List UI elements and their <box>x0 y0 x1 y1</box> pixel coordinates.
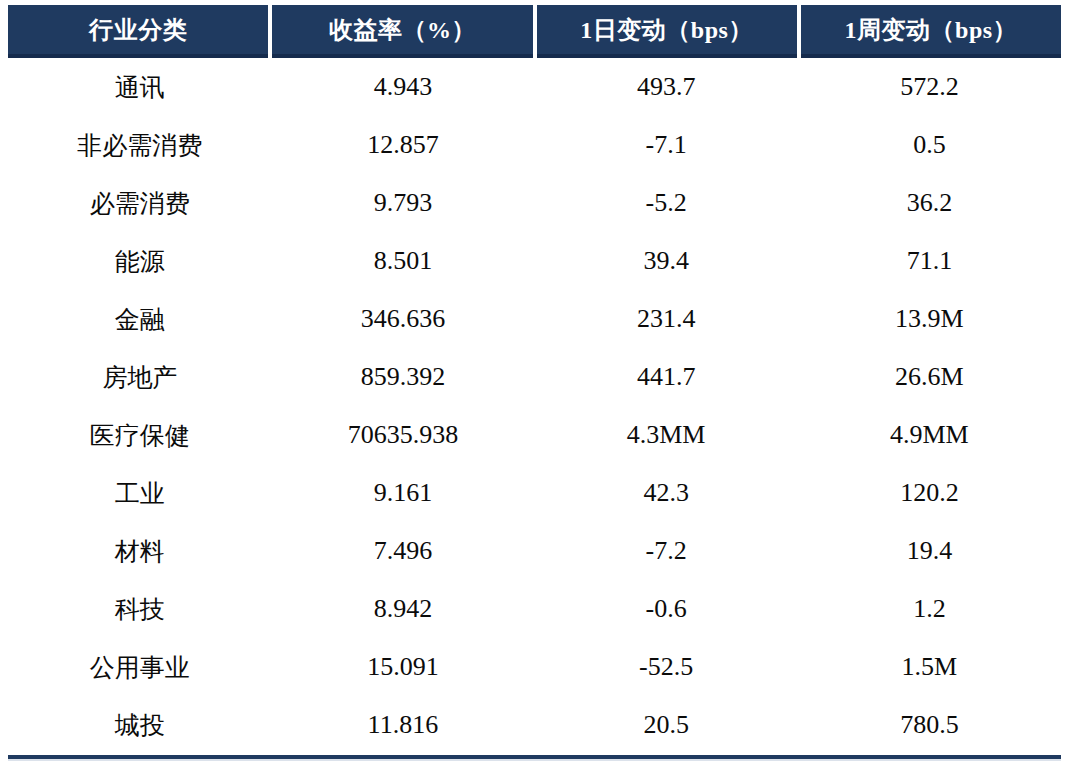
table-row: 能源 8.501 39.4 71.1 <box>8 232 1061 290</box>
cell-1w-change: 13.9M <box>798 290 1061 348</box>
cell-1w-change: 26.6M <box>798 348 1061 406</box>
cell-industry: 城投 <box>8 696 271 754</box>
cell-yield: 11.816 <box>271 696 534 754</box>
column-header-1d-change: 1日变动（bps） <box>537 5 797 58</box>
cell-yield: 9.161 <box>271 464 534 522</box>
cell-1d-change: 20.5 <box>535 696 798 754</box>
cell-industry: 非必需消费 <box>8 116 271 174</box>
cell-yield: 8.942 <box>271 580 534 638</box>
cell-yield: 70635.938 <box>271 406 534 464</box>
cell-1w-change: 71.1 <box>798 232 1061 290</box>
cell-industry: 能源 <box>8 232 271 290</box>
cell-1d-change: -0.6 <box>535 580 798 638</box>
table-row: 材料 7.496 -7.2 19.4 <box>8 522 1061 580</box>
table-header-row: 行业分类 收益率（%） 1日变动（bps） 1周变动（bps） <box>8 5 1061 58</box>
cell-yield: 7.496 <box>271 522 534 580</box>
table-row: 科技 8.942 -0.6 1.2 <box>8 580 1061 638</box>
table-row: 城投 11.816 20.5 780.5 <box>8 696 1061 754</box>
cell-yield: 15.091 <box>271 638 534 696</box>
cell-industry: 必需消费 <box>8 174 271 232</box>
cell-industry: 房地产 <box>8 348 271 406</box>
cell-1d-change: -5.2 <box>535 174 798 232</box>
table-row: 工业 9.161 42.3 120.2 <box>8 464 1061 522</box>
table-row: 必需消费 9.793 -5.2 36.2 <box>8 174 1061 232</box>
table-row: 非必需消费 12.857 -7.1 0.5 <box>8 116 1061 174</box>
cell-1w-change: 120.2 <box>798 464 1061 522</box>
cell-1d-change: 42.3 <box>535 464 798 522</box>
table-row: 公用事业 15.091 -52.5 1.5M <box>8 638 1061 696</box>
cell-yield: 9.793 <box>271 174 534 232</box>
cell-1w-change: 780.5 <box>798 696 1061 754</box>
cell-industry: 公用事业 <box>8 638 271 696</box>
cell-yield: 4.943 <box>271 58 534 116</box>
cell-yield: 859.392 <box>271 348 534 406</box>
table-bottom-shadow <box>8 759 1061 761</box>
cell-1w-change: 36.2 <box>798 174 1061 232</box>
cell-1w-change: 572.2 <box>798 58 1061 116</box>
cell-1d-change: -52.5 <box>535 638 798 696</box>
table-row: 金融 346.636 231.4 13.9M <box>8 290 1061 348</box>
cell-1d-change: 493.7 <box>535 58 798 116</box>
table-row: 通讯 4.943 493.7 572.2 <box>8 58 1061 116</box>
cell-1d-change: -7.2 <box>535 522 798 580</box>
column-header-industry: 行业分类 <box>8 5 268 58</box>
cell-1d-change: 4.3MM <box>535 406 798 464</box>
cell-1w-change: 19.4 <box>798 522 1061 580</box>
column-header-1w-change: 1周变动（bps） <box>801 5 1061 58</box>
cell-1d-change: 231.4 <box>535 290 798 348</box>
sector-yield-table: 行业分类 收益率（%） 1日变动（bps） 1周变动（bps） 通讯 4.943… <box>8 5 1061 761</box>
table-row: 医疗保健 70635.938 4.3MM 4.9MM <box>8 406 1061 464</box>
cell-industry: 通讯 <box>8 58 271 116</box>
cell-1d-change: 39.4 <box>535 232 798 290</box>
table-row: 房地产 859.392 441.7 26.6M <box>8 348 1061 406</box>
cell-yield: 346.636 <box>271 290 534 348</box>
cell-industry: 医疗保健 <box>8 406 271 464</box>
cell-industry: 金融 <box>8 290 271 348</box>
cell-1d-change: -7.1 <box>535 116 798 174</box>
cell-yield: 12.857 <box>271 116 534 174</box>
cell-1w-change: 1.2 <box>798 580 1061 638</box>
cell-industry: 材料 <box>8 522 271 580</box>
cell-1w-change: 1.5M <box>798 638 1061 696</box>
cell-1w-change: 4.9MM <box>798 406 1061 464</box>
cell-industry: 科技 <box>8 580 271 638</box>
cell-yield: 8.501 <box>271 232 534 290</box>
cell-industry: 工业 <box>8 464 271 522</box>
cell-1w-change: 0.5 <box>798 116 1061 174</box>
column-header-yield: 收益率（%） <box>272 5 532 58</box>
cell-1d-change: 441.7 <box>535 348 798 406</box>
